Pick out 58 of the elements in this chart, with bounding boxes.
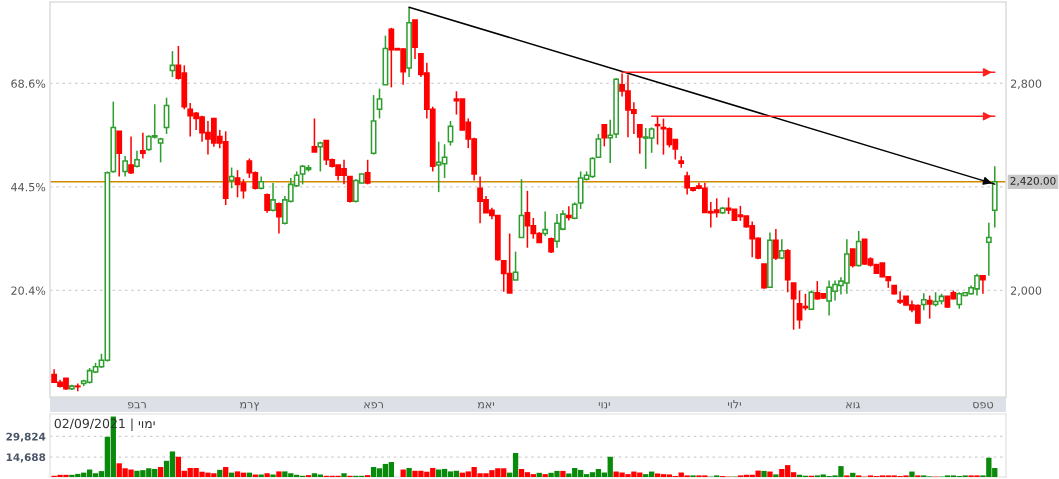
bar xyxy=(773,474,779,477)
candlestick xyxy=(636,124,643,155)
candlestick xyxy=(595,133,602,159)
candlestick xyxy=(772,228,779,261)
candlestick xyxy=(601,123,608,148)
x-tick-label: מאי xyxy=(477,402,494,409)
candlestick xyxy=(808,289,815,311)
bar xyxy=(767,471,773,477)
bar xyxy=(157,467,164,477)
bar xyxy=(217,469,223,477)
ref-line-label: 2,420.00 xyxy=(1010,176,1056,186)
y2-tick-label: 20.4% xyxy=(11,286,46,295)
bar xyxy=(909,471,915,477)
bar xyxy=(850,472,856,477)
x-tick-label: אוג xyxy=(846,402,860,409)
x-tick-label: פבר xyxy=(128,402,146,409)
candlestick xyxy=(270,182,276,213)
candlestick xyxy=(122,155,129,178)
y2-tick-label: 44.5% xyxy=(11,182,46,192)
bar xyxy=(264,473,270,477)
x-tick-label: מרץ xyxy=(239,402,259,411)
candlestick xyxy=(139,131,146,160)
candlestick xyxy=(311,117,318,153)
candlestick xyxy=(542,210,549,237)
bar xyxy=(270,474,276,477)
candlestick xyxy=(926,294,933,320)
x-tick-label: אפר xyxy=(364,402,383,409)
candlestick xyxy=(157,137,164,164)
y2-tick-label: 68.6% xyxy=(11,79,46,88)
bar xyxy=(560,470,566,477)
bar xyxy=(223,467,229,477)
y-tick-label: 14,688 xyxy=(6,453,46,463)
bar xyxy=(761,470,767,477)
x-tick-label: ספט xyxy=(973,402,993,409)
x-tick-label: יולי xyxy=(728,400,741,409)
bar xyxy=(406,467,412,477)
y-tick-label: 2,800 xyxy=(1010,79,1042,89)
candlestick xyxy=(761,263,767,290)
candlestick xyxy=(228,166,235,190)
candlestick xyxy=(376,87,383,120)
candlestick xyxy=(116,130,123,178)
candlestick xyxy=(364,159,371,186)
candlestick xyxy=(276,201,282,235)
bar xyxy=(341,473,347,477)
x-tick-label: יוני xyxy=(598,402,610,409)
bar xyxy=(542,474,548,477)
candlestick xyxy=(317,140,324,173)
candlestick xyxy=(849,248,856,269)
y-tick-label: 2,000 xyxy=(1010,286,1042,296)
y-tick-label: 29,824 xyxy=(6,432,46,442)
bar xyxy=(536,472,542,477)
candlestick xyxy=(565,205,572,222)
bar xyxy=(276,471,282,477)
candlestick xyxy=(985,221,992,277)
candlestick xyxy=(128,135,134,175)
candlestick xyxy=(790,282,797,331)
candlestick xyxy=(980,274,986,295)
candlestick xyxy=(264,192,271,214)
